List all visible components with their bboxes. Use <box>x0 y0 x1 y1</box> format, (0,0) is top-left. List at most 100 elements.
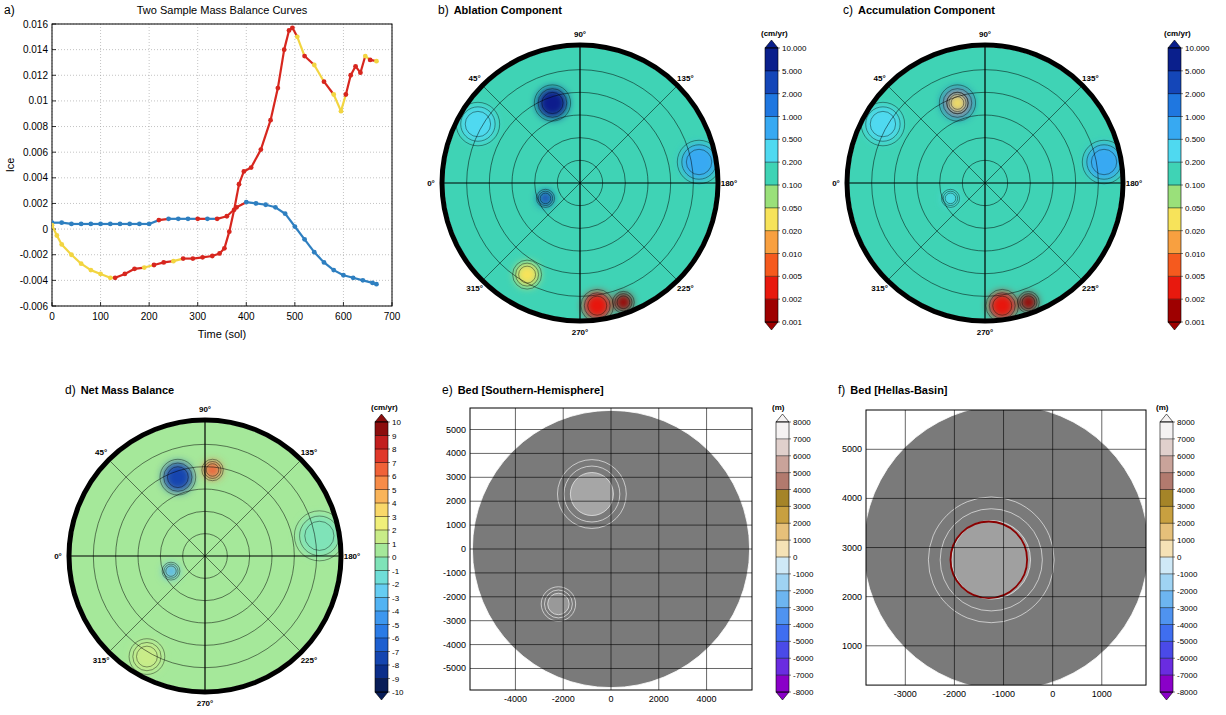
meridian <box>580 183 676 279</box>
x-tick-label: 400 <box>238 311 255 322</box>
contour <box>544 590 572 618</box>
y-tick <box>52 280 56 281</box>
grid-line <box>866 498 1146 499</box>
meridian <box>205 555 339 556</box>
colorbar-bin <box>776 608 789 625</box>
series-segment <box>271 88 278 120</box>
colorbar-tick <box>1168 207 1183 208</box>
colorbar-label: 2.000 <box>1185 90 1206 99</box>
longitude-label: 315° <box>93 656 110 665</box>
y-tick-label: -5000 <box>443 663 466 673</box>
colorbar-label: 5000 <box>793 469 811 478</box>
data-point <box>368 57 373 62</box>
data-point <box>273 205 278 210</box>
x-tick <box>197 302 198 306</box>
colorbar-tick <box>765 139 780 140</box>
colorbar-tick <box>1160 422 1175 423</box>
colorbar-label: 0.002 <box>1185 295 1206 304</box>
x-tick-label: 100 <box>92 311 109 322</box>
colorbar-bin <box>776 540 789 557</box>
x-tick <box>149 302 150 306</box>
colorbar-tick <box>776 422 791 423</box>
y-tick <box>52 177 56 178</box>
map-feature <box>1019 293 1037 311</box>
longitude-label: 270° <box>977 328 994 337</box>
colorbar-label: 8000 <box>1177 418 1195 427</box>
colorbar-tick <box>776 455 791 456</box>
longitude-label: 315° <box>871 284 888 293</box>
data-point <box>69 252 74 257</box>
colorbar-label: -3 <box>392 594 400 603</box>
longitude-label: 270° <box>197 699 214 708</box>
colorbar-bin <box>375 544 388 558</box>
plot-frame <box>52 24 392 306</box>
longitude-label: 225° <box>677 284 694 293</box>
colorbar-tick <box>1160 692 1175 693</box>
colorbar-bin <box>1168 208 1181 231</box>
colorbar-tick <box>1168 185 1183 186</box>
map-feature <box>548 593 570 615</box>
y-tick-label: 3000 <box>842 543 862 553</box>
colorbar-label: -1 <box>392 567 400 576</box>
data-point <box>358 70 363 75</box>
colorbar-bin <box>1160 523 1173 540</box>
data-point <box>360 278 365 283</box>
data-point <box>205 216 210 221</box>
data-point <box>217 251 222 256</box>
contour <box>947 92 968 113</box>
data-point <box>237 182 242 187</box>
y-tick-label: -0.004 <box>20 275 49 286</box>
meridian <box>484 183 580 279</box>
colorbar-label: 2000 <box>793 519 811 528</box>
colorbar-tick <box>375 597 390 598</box>
colorbar-bin <box>1160 473 1173 490</box>
colorbar-tick <box>1168 139 1183 140</box>
colorbar-tick <box>375 435 390 436</box>
colorbar-bin <box>776 591 789 608</box>
colorbar-tick <box>375 422 390 423</box>
y-tick-label: 2000 <box>446 496 466 506</box>
colorbar-label: 0 <box>793 553 798 562</box>
data-point <box>331 268 336 273</box>
map-feature <box>865 106 901 142</box>
colorbar-bin <box>1168 117 1181 140</box>
colorbar-bin <box>1160 675 1173 692</box>
series-segment <box>360 56 365 73</box>
colorbar-bin <box>1168 185 1181 208</box>
x-tick-label: 500 <box>287 311 304 322</box>
longitude-label: 180° <box>721 179 738 188</box>
colorbar-label: 0.200 <box>1185 158 1206 167</box>
colorbar-tick <box>1160 641 1175 642</box>
colorbar-tick <box>1168 48 1183 49</box>
series-segment <box>295 227 305 240</box>
colorbar-tick <box>765 299 780 300</box>
colorbar-bin <box>776 574 789 591</box>
data-point <box>322 260 327 265</box>
contour <box>513 260 542 289</box>
colorbar-bin <box>375 665 388 679</box>
map-feature <box>204 461 222 479</box>
colorbar-label: 10.000 <box>782 44 807 53</box>
data-point <box>132 266 137 271</box>
colorbar-label: -2000 <box>793 587 814 596</box>
colorbar-bin <box>765 139 778 162</box>
colorbar-unit: (m) <box>772 403 785 412</box>
colorbar-label: 5.000 <box>782 67 803 76</box>
data-point <box>290 25 295 30</box>
colorbar-bin <box>1168 254 1181 277</box>
data-point <box>142 265 147 270</box>
plot-frame <box>866 410 1146 685</box>
colorbar-bin <box>1168 48 1181 71</box>
contour <box>943 89 972 118</box>
y-axis-title: Ice <box>4 158 16 173</box>
contour <box>465 111 490 136</box>
colorbar-tick <box>776 675 791 676</box>
colorbar-tick <box>1168 93 1183 94</box>
contour <box>943 191 957 205</box>
contour <box>160 459 196 495</box>
longitude-label: 0° <box>427 179 435 188</box>
longitude-label: 0° <box>54 552 62 561</box>
longitude-label: 135° <box>1082 74 1099 83</box>
y-tick-label: 1000 <box>842 641 862 651</box>
series-segment <box>297 37 304 56</box>
